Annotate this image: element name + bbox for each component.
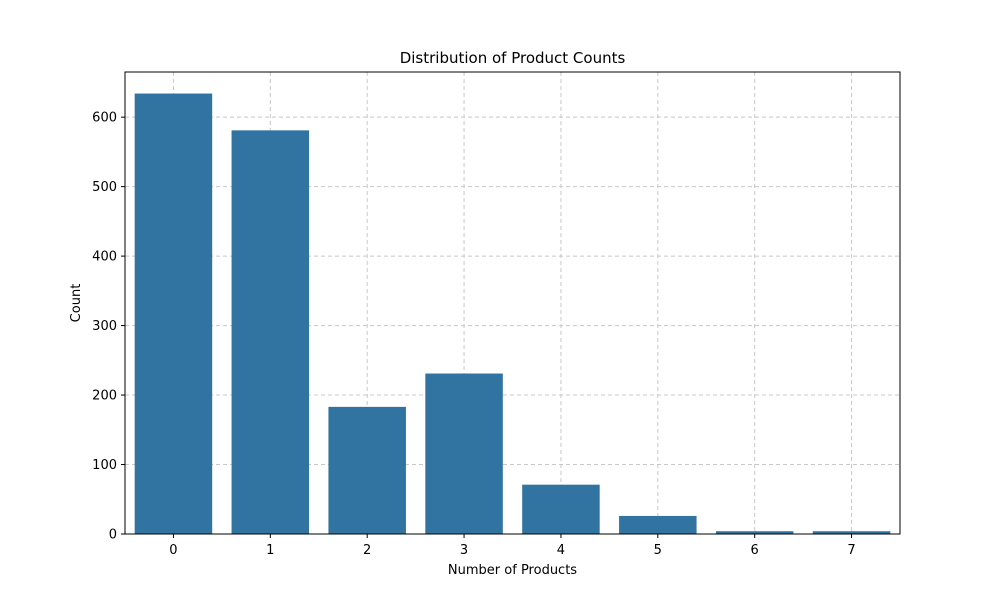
y-tick-label: 100 — [92, 458, 117, 473]
y-tick-label: 400 — [92, 250, 117, 265]
x-tick-label: 7 — [847, 543, 855, 558]
bar-6 — [715, 531, 794, 534]
x-tick-label: 1 — [266, 543, 274, 558]
y-tick-label: 600 — [92, 111, 117, 126]
bar-5 — [619, 515, 697, 534]
y-axis: 0 100 200 300 400 500 600 — [92, 111, 125, 543]
bar-2 — [328, 406, 406, 534]
y-axis-label: Count — [69, 284, 84, 323]
x-tick-label: 0 — [169, 543, 177, 558]
x-tick-label: 4 — [557, 543, 565, 558]
x-tick-label: 2 — [363, 543, 371, 558]
x-axis-label: Number of Products — [448, 563, 577, 578]
plot-frame — [124, 71, 901, 535]
y-tick-label: 500 — [92, 180, 117, 195]
y-tick-label: 200 — [92, 389, 117, 404]
bar-1 — [231, 130, 310, 534]
x-axis: 0 1 2 3 4 5 6 7 — [169, 534, 856, 558]
bar-3 — [425, 373, 503, 534]
y-tick-label: 0 — [109, 528, 117, 543]
bar-4 — [522, 484, 600, 534]
y-tick-label: 300 — [92, 319, 117, 334]
x-tick-label: 3 — [460, 543, 468, 558]
x-tick-label: 5 — [654, 543, 662, 558]
chart-title: Distribution of Product Counts — [400, 49, 626, 67]
bar-0 — [134, 93, 213, 535]
bars — [134, 93, 891, 535]
bar-7 — [812, 531, 891, 534]
x-tick-label: 6 — [751, 543, 759, 558]
